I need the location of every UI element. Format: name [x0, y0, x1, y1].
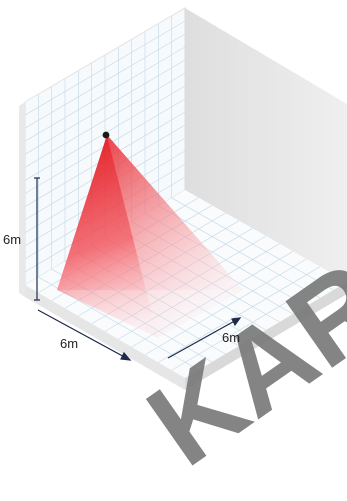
grid-line	[24, 72, 186, 168]
wall-top-edge	[19, 8, 185, 106]
sensor-icon	[102, 131, 110, 139]
detection-beam	[57, 135, 243, 338]
floor-front-edge-right	[185, 282, 347, 390]
depth-label: 6m	[60, 336, 79, 351]
grid-line	[171, 197, 334, 291]
depth-arrow-head	[120, 351, 132, 361]
grid-line	[24, 59, 186, 155]
side-wall	[185, 8, 347, 282]
grid-line	[24, 33, 186, 129]
width-label: 6m	[222, 330, 241, 345]
dimension-lines	[34, 177, 242, 361]
grid-line	[158, 205, 321, 299]
floor-front-edge-left	[25, 285, 185, 390]
width-arrow-head	[231, 317, 242, 327]
depth-dimension-line	[37, 309, 131, 361]
grid-line	[24, 20, 186, 116]
grid-line	[24, 46, 186, 142]
width-dimension-line	[167, 317, 241, 359]
height-label: 6m	[3, 232, 22, 247]
wall-left-edge	[19, 102, 25, 297]
